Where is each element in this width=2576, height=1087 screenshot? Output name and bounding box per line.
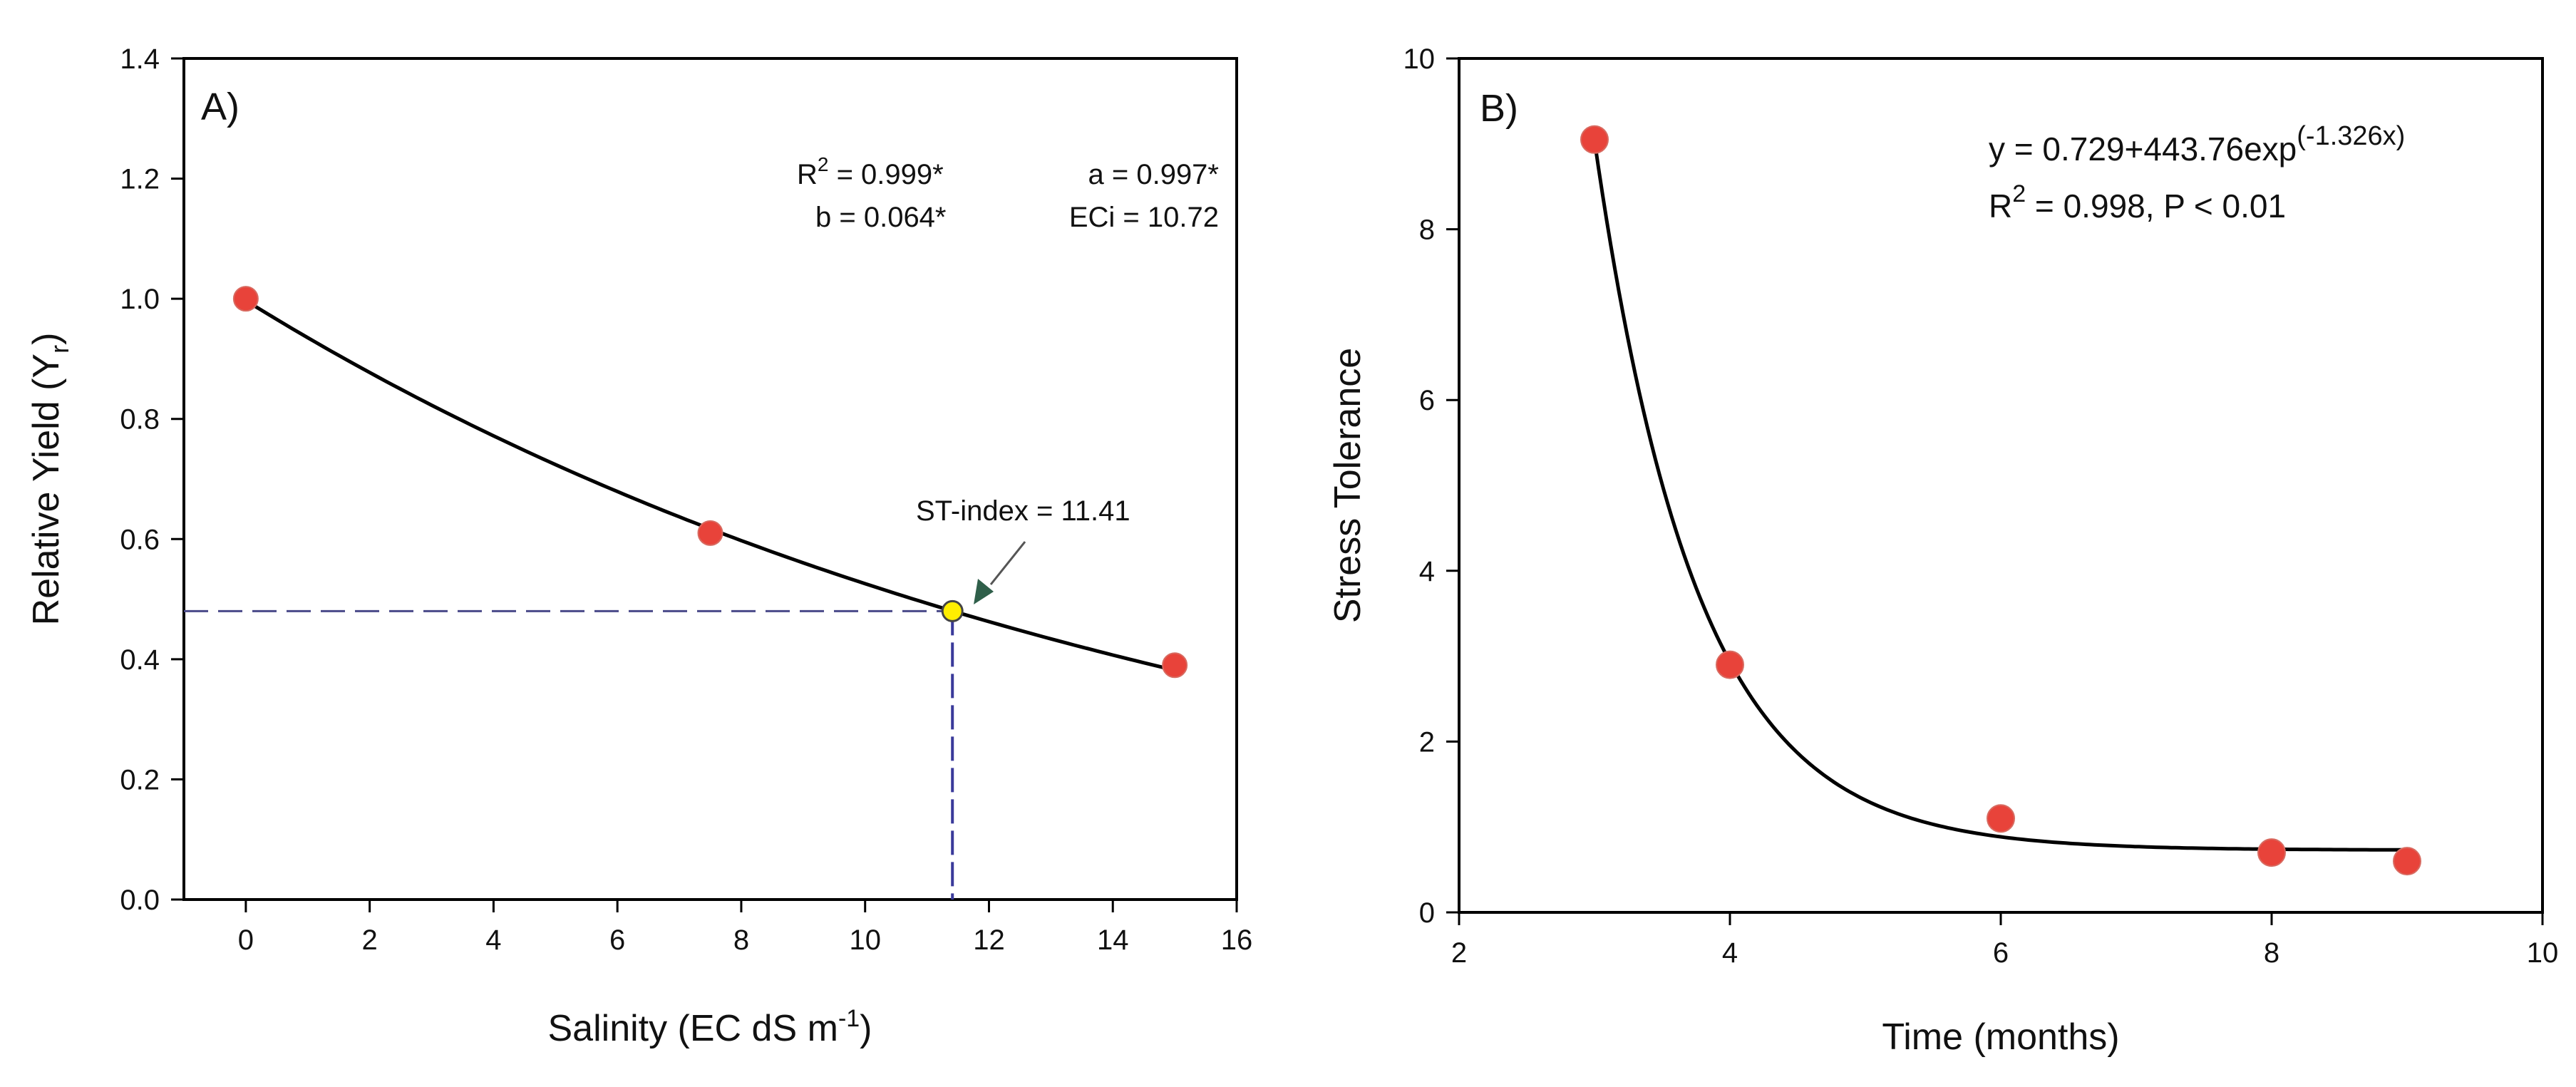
chart-a-x-ticks: 0 2 4 6 8 10 12 14 16 — [238, 900, 1252, 956]
chart-a-data-point — [232, 286, 259, 312]
chart-a-y-tick-label: 0.4 — [120, 644, 160, 676]
chart-b-y-tick-label: 0 — [1419, 897, 1435, 929]
chart-a-x-tick-label: 14 — [1097, 924, 1129, 956]
chart-a-points — [232, 286, 1188, 679]
chart-a-x-axis-label: Salinity (EC dS m-1) — [547, 1005, 872, 1049]
chart-a-r2-annotation: R2 = 0.999* — [797, 153, 944, 190]
chart-a: 0 2 4 6 8 10 12 14 16 0.0 0.2 0.4 0.6 0.8 1.0 1.2 1.4 A… — [26, 43, 1252, 1049]
chart-b-x-tick-label: 8 — [2264, 937, 2279, 969]
chart-b-x-ticks: 2 4 6 8 10 — [1451, 912, 2558, 969]
chart-b-equation-annotation: y = 0.729+443.76exp(-1.326x) — [1989, 121, 2405, 168]
chart-b-data-point — [1580, 125, 1609, 154]
chart-b-y-tick-label: 8 — [1419, 215, 1435, 246]
chart-a-y-axis-label: Relative Yield (Yr) — [26, 333, 74, 626]
chart-a-b-annotation: b = 0.064* — [815, 202, 947, 233]
chart-a-panel-label: A) — [201, 86, 239, 128]
chart-b-data-point — [2393, 847, 2421, 876]
chart-b-y-tick-label: 10 — [1403, 43, 1436, 75]
chart-b-x-tick-label: 4 — [1722, 937, 1738, 969]
chart-b-x-tick-label: 2 — [1451, 937, 1467, 969]
chart-b-panel-label: B) — [1480, 87, 1518, 130]
chart-b-data-point — [2257, 838, 2286, 867]
chart-b-x-tick-label: 6 — [1993, 937, 2009, 969]
chart-a-eci-annotation: ECi = 10.72 — [1069, 202, 1219, 233]
chart-b-data-point — [1716, 650, 1744, 679]
chart-a-y-tick-label: 0.6 — [120, 524, 160, 555]
chart-a-x-tick-label: 6 — [609, 924, 625, 956]
chart-a-y-tick-label: 1.2 — [120, 164, 160, 195]
chart-a-y-tick-label: 0.0 — [120, 885, 160, 916]
chart-a-x-tick-label: 16 — [1221, 924, 1253, 956]
chart-b-y-tick-label: 4 — [1419, 556, 1435, 587]
chart-a-x-tick-label: 8 — [733, 924, 749, 956]
chart-b-y-tick-label: 6 — [1419, 385, 1435, 416]
chart-a-st-index-point — [941, 599, 964, 622]
chart-b-plot-frame — [1458, 57, 2544, 914]
chart-b-fit-curve — [1592, 140, 2407, 852]
chart-a-data-point — [1162, 652, 1188, 679]
chart-a-x-tick-label: 12 — [973, 924, 1005, 956]
chart-a-x-tick-label: 4 — [485, 924, 501, 956]
chart-a-st-index-label: ST-index = 11.41 — [916, 495, 1130, 527]
chart-a-x-tick-label: 2 — [362, 924, 378, 956]
chart-b-r2-annotation: R2 = 0.998, P < 0.01 — [1989, 180, 2286, 225]
chart-a-y-tick-label: 0.8 — [120, 404, 160, 436]
chart-a-x-tick-label: 0 — [238, 924, 254, 956]
chart-b-x-axis-label: Time (months) — [1882, 1016, 2119, 1058]
chart-a-a-annotation: a = 0.997* — [1088, 159, 1220, 190]
chart-a-y-tick-label: 1.4 — [120, 43, 160, 75]
chart-b-y-tick-label: 2 — [1419, 726, 1435, 758]
chart-a-y-ticks: 0.0 0.2 0.4 0.6 0.8 1.0 1.2 1.4 — [120, 43, 184, 916]
chart-a-st-index-arrow — [974, 541, 1026, 604]
chart-b-points — [1580, 125, 2421, 876]
chart-b-y-ticks: 0 2 4 6 8 10 — [1403, 43, 1459, 929]
chart-a-y-tick-label: 1.0 — [120, 284, 160, 315]
chart-a-x-tick-label: 10 — [849, 924, 881, 956]
chart-a-y-tick-label: 0.2 — [120, 764, 160, 795]
chart-b-y-axis-label: Stress Tolerance — [1327, 348, 1369, 623]
chart-b-x-tick-label: 10 — [2527, 937, 2559, 969]
chart-a-data-point — [697, 520, 723, 546]
chart-a-fit-curve — [244, 299, 1175, 672]
chart-a-plot-frame — [182, 57, 1238, 901]
chart-b-data-point — [1987, 804, 2015, 833]
